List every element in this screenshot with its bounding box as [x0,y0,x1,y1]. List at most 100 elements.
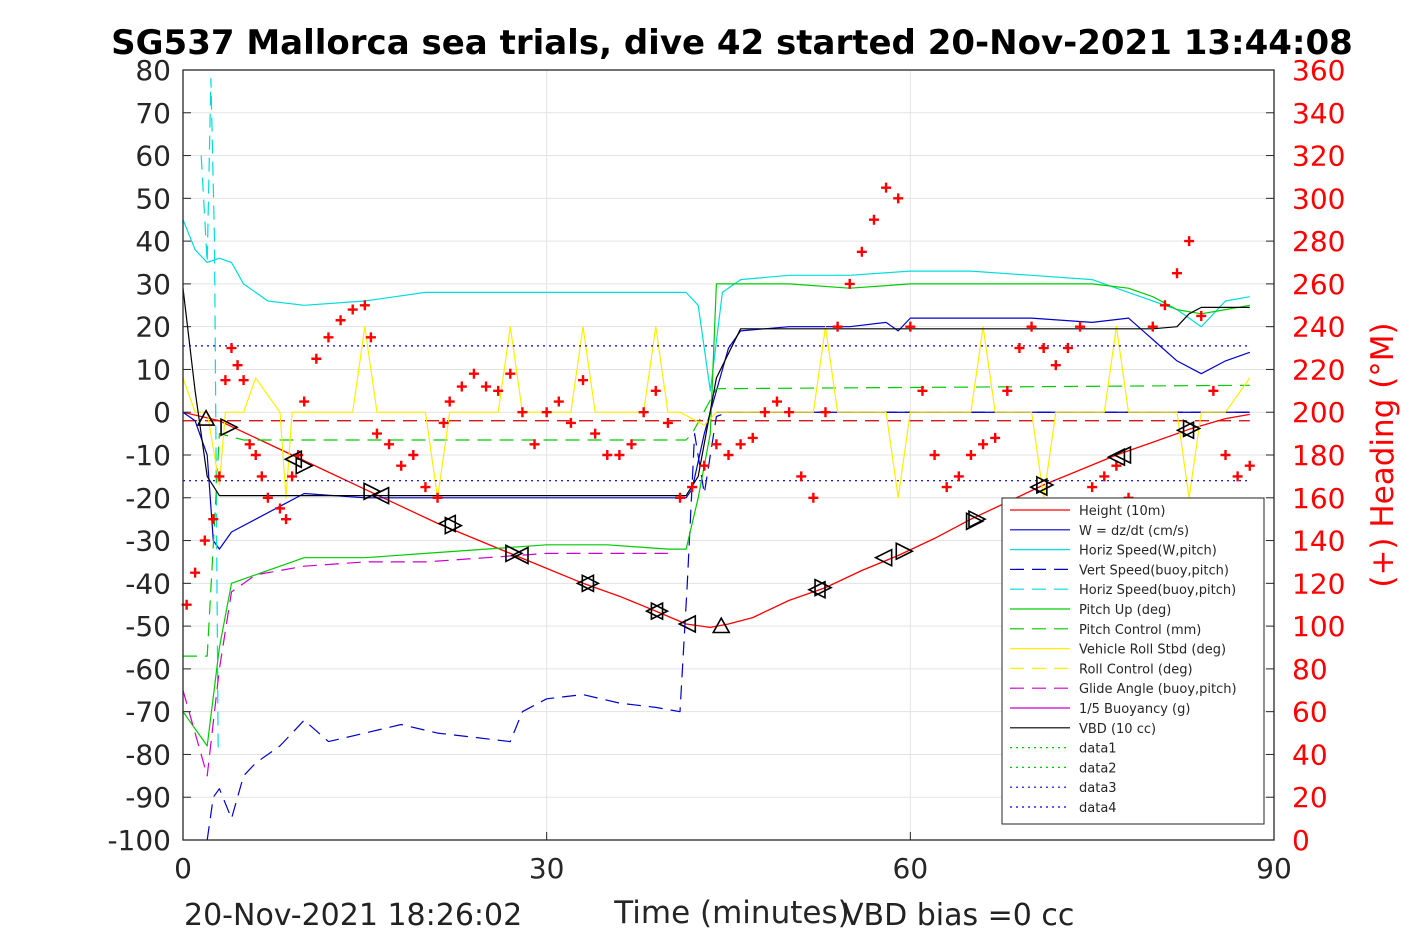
heading-marker [1196,310,1207,321]
heading-marker [347,304,358,315]
depth-triangle [1036,475,1055,495]
y-tick-label: -60 [125,653,171,686]
heading-marker [820,407,831,418]
heading-marker [244,439,255,450]
depth-triangle [363,482,382,501]
legend: Height (10m) W = dz/dt (cm/s) Horiz Speed(… [1001,497,1265,825]
y-tick-label: 70 [135,97,171,130]
heading-marker [881,182,892,193]
heading-marker [311,353,322,364]
series-line [182,411,1250,629]
heading-marker [232,360,243,371]
vbd-bias-label: VBD bias =0 cc [843,898,1075,933]
legend-label: data2 [1079,761,1117,776]
heading-marker [432,492,443,503]
y-tick-label: -90 [125,781,171,814]
y-right-tick-label: 0 [1292,824,1310,857]
heading-marker [420,482,431,493]
y-tick-label: -50 [125,610,171,643]
heading-marker [408,450,419,460]
right-axis-label: (+) Heading (°M) [1365,322,1401,587]
y-tick-label: 10 [135,353,171,386]
heading-marker [220,375,231,386]
heading-marker [759,407,770,418]
legend-label: Vert Speed(buoy,pitch) [1079,563,1229,578]
legend-label: Glide Angle (buoy,pitch) [1079,682,1237,697]
series-line [182,288,1250,497]
depth-triangle [895,541,915,561]
legend-label: W = dz/dt (cm/s) [1079,524,1189,539]
y-tick-label: 40 [135,225,171,258]
heading-marker [323,332,334,343]
y-right-tick-label: 200 [1292,396,1345,429]
heading-marker [990,432,1001,443]
heading-marker [214,471,225,482]
y-right-tick-label: 60 [1292,696,1328,729]
legend-label: Pitch Control (mm) [1079,623,1201,638]
y-right-tick-label: 320 [1292,140,1345,173]
depth-triangle [814,578,833,597]
heading-marker [438,417,449,428]
axes: 0 30 60 9080706050403020100-10-20-30-40-50-… [107,54,1345,885]
depth-triangle [283,449,303,469]
y-tick-label: 60 [135,140,171,173]
depth-triangle [370,486,390,505]
heading-marker [1111,460,1122,471]
heading-marker [905,321,916,332]
legend-label: Height (10m) [1079,504,1165,519]
y-right-tick-label: 100 [1292,610,1345,643]
y-right-tick-label: 280 [1292,225,1345,258]
x-tick-label: 0 [174,852,192,885]
heading-marker [784,407,795,418]
heading-marker [208,514,219,525]
legend-label: Horiz Speed(buoy,pitch) [1079,583,1236,598]
heading-marker [1147,321,1158,332]
y-tick-label: 20 [135,311,171,344]
heading-marker [456,381,467,392]
y-tick-label: -10 [125,439,171,472]
y-tick-label: 50 [135,182,171,215]
heading-marker [735,439,746,450]
y-right-tick-label: 20 [1292,781,1328,814]
heading-marker [796,471,807,482]
depth-triangles [196,408,1202,634]
series-line [183,384,1250,657]
y-right-tick-label: 80 [1292,653,1328,686]
y-tick-label: -100 [107,824,171,857]
y-right-tick-label: 220 [1292,353,1345,386]
y-right-tick-label: 240 [1292,311,1345,344]
legend-label: data4 [1079,801,1117,816]
y-right-tick-label: 260 [1292,268,1345,301]
depth-triangle [196,408,216,426]
heading-marker [481,381,492,392]
heading-marker [1087,482,1098,493]
y-right-tick-label: 40 [1292,738,1328,771]
heading-marker [687,482,698,493]
y-tick-label: 30 [135,268,171,301]
heading-marker [505,368,516,379]
legend-label: VBD (10 cc) [1079,722,1156,737]
series-line [182,326,1251,499]
depth-triangle [711,616,731,634]
heading-marker [1026,321,1037,332]
heading-marker [1038,343,1049,354]
x-tick-label: 30 [529,852,565,885]
heading-marker [711,439,722,450]
heading-marker [1208,385,1219,396]
series-line [182,317,1251,550]
series-line [182,219,1250,392]
depth-triangle [1182,419,1202,438]
heading-marker [747,432,758,443]
legend-label: 1/5 Buoyancy (g) [1079,702,1190,717]
heading-marker [1220,450,1231,460]
heading-marker [371,428,382,439]
heading-marker [226,343,237,354]
depth-triangle [650,601,670,621]
heading-marker [553,396,564,407]
y-tick-label: 0 [153,396,171,429]
depth-triangle [1112,445,1132,465]
heading-marker [262,492,273,503]
y-right-tick-label: 300 [1292,182,1345,215]
heading-marker [1014,343,1025,354]
x-axis-label: Time (minutes) [613,895,849,931]
